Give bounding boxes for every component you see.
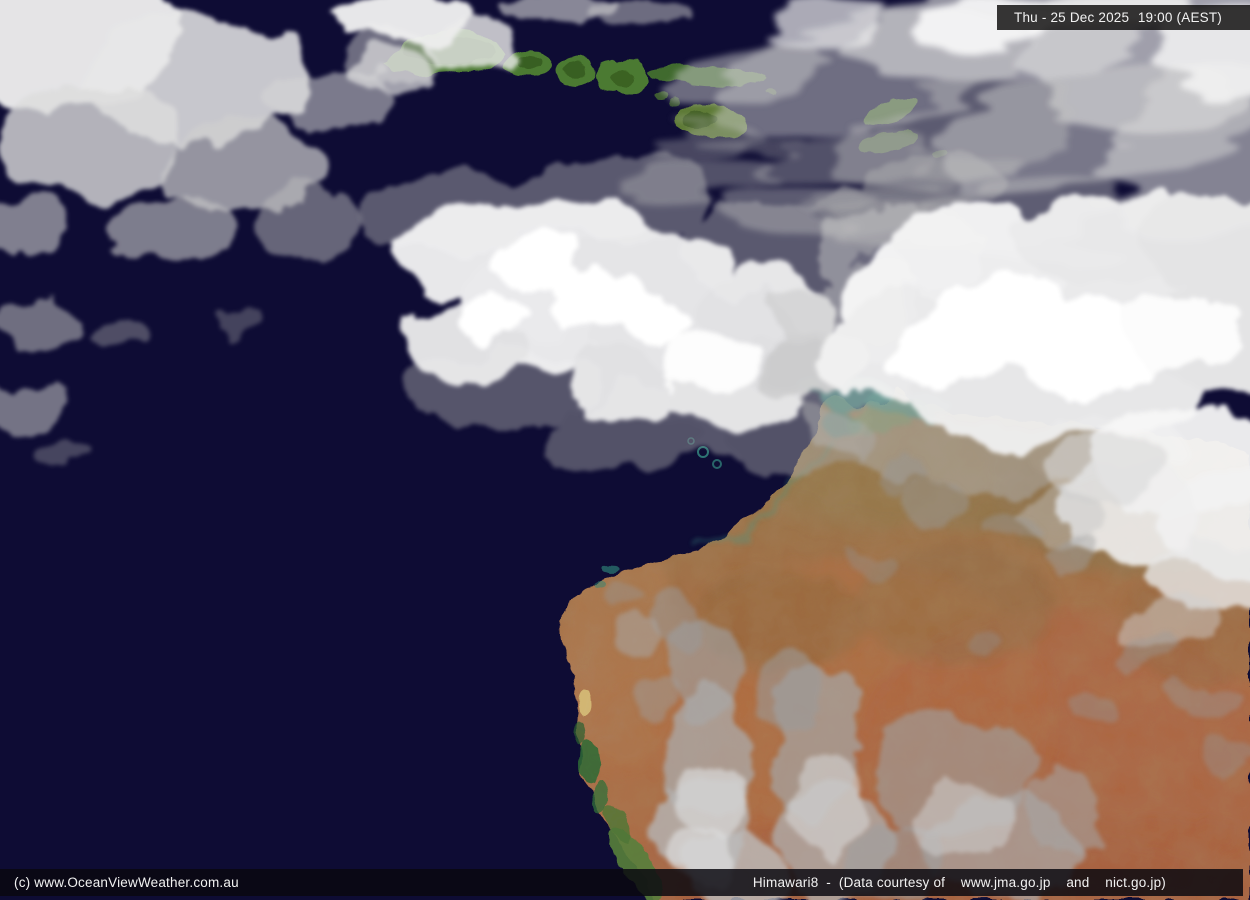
date-label: Thu - 25 Dec 2025 [1014, 10, 1130, 25]
cloud-layer-java [335, 0, 690, 93]
cloud-layer-right-edge [1015, 405, 1250, 653]
timestamp-bar: Thu - 25 Dec 2025 19:00 (AEST) [997, 5, 1250, 30]
footer-bar: (c) www.OceanViewWeather.com.au Himawari… [0, 869, 1243, 896]
cloud-layer-kimberley [755, 195, 1250, 495]
cloud-layer-central-band [360, 155, 1000, 470]
time-label: 19:00 (AEST) [1137, 10, 1222, 25]
copyright-label: (c) www.OceanViewWeather.com.au [14, 875, 239, 890]
attribution-label: Himawari8 - (Data courtesy of www.jma.go… [752, 875, 1166, 890]
cloud-layer-topleft [0, 0, 440, 462]
